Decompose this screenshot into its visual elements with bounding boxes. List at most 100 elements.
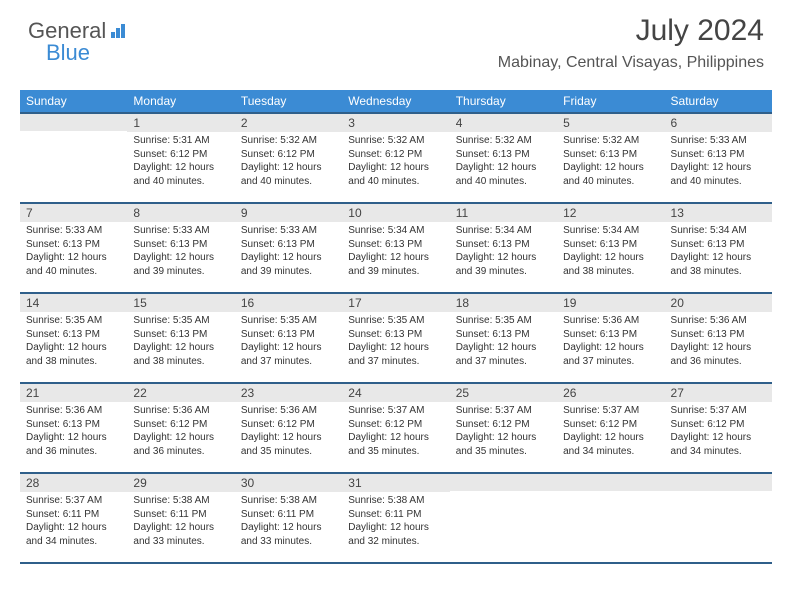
day-details: Sunrise: 5:32 AMSunset: 6:13 PMDaylight:… (450, 132, 557, 192)
day-number: 3 (342, 114, 449, 132)
day-number: 18 (450, 294, 557, 312)
sunrise-text: Sunrise: 5:34 AM (348, 224, 443, 238)
daylight-text: Daylight: 12 hours and 36 minutes. (26, 431, 121, 458)
sunrise-text: Sunrise: 5:35 AM (133, 314, 228, 328)
day-details: Sunrise: 5:34 AMSunset: 6:13 PMDaylight:… (342, 222, 449, 282)
sunset-text: Sunset: 6:13 PM (671, 148, 766, 162)
calendar-week-row: 1Sunrise: 5:31 AMSunset: 6:12 PMDaylight… (20, 113, 772, 203)
daylight-text: Daylight: 12 hours and 40 minutes. (241, 161, 336, 188)
sunset-text: Sunset: 6:12 PM (563, 418, 658, 432)
location-subtitle: Mabinay, Central Visayas, Philippines (498, 54, 764, 72)
sunset-text: Sunset: 6:11 PM (133, 508, 228, 522)
sunset-text: Sunset: 6:13 PM (26, 238, 121, 252)
sunrise-text: Sunrise: 5:32 AM (241, 134, 336, 148)
sunset-text: Sunset: 6:11 PM (241, 508, 336, 522)
daylight-text: Daylight: 12 hours and 35 minutes. (348, 431, 443, 458)
sunrise-text: Sunrise: 5:38 AM (133, 494, 228, 508)
daylight-text: Daylight: 12 hours and 39 minutes. (456, 251, 551, 278)
daylight-text: Daylight: 12 hours and 34 minutes. (26, 521, 121, 548)
day-details: Sunrise: 5:37 AMSunset: 6:11 PMDaylight:… (20, 492, 127, 552)
sunset-text: Sunset: 6:13 PM (241, 328, 336, 342)
sunrise-text: Sunrise: 5:32 AM (348, 134, 443, 148)
daylight-text: Daylight: 12 hours and 34 minutes. (563, 431, 658, 458)
sunset-text: Sunset: 6:13 PM (671, 238, 766, 252)
day-details: Sunrise: 5:34 AMSunset: 6:13 PMDaylight:… (450, 222, 557, 282)
daylight-text: Daylight: 12 hours and 33 minutes. (241, 521, 336, 548)
calendar-day-cell (20, 113, 127, 203)
day-details: Sunrise: 5:38 AMSunset: 6:11 PMDaylight:… (235, 492, 342, 552)
sunset-text: Sunset: 6:13 PM (348, 328, 443, 342)
daylight-text: Daylight: 12 hours and 40 minutes. (26, 251, 121, 278)
day-number: 24 (342, 384, 449, 402)
calendar-day-cell: 18Sunrise: 5:35 AMSunset: 6:13 PMDayligh… (450, 293, 557, 383)
calendar-day-cell: 19Sunrise: 5:36 AMSunset: 6:13 PMDayligh… (557, 293, 664, 383)
day-details: Sunrise: 5:35 AMSunset: 6:13 PMDaylight:… (20, 312, 127, 372)
sunrise-text: Sunrise: 5:34 AM (671, 224, 766, 238)
calendar-day-cell: 13Sunrise: 5:34 AMSunset: 6:13 PMDayligh… (665, 203, 772, 293)
daylight-text: Daylight: 12 hours and 38 minutes. (26, 341, 121, 368)
daylight-text: Daylight: 12 hours and 39 minutes. (348, 251, 443, 278)
day-details (450, 491, 557, 551)
calendar-day-cell: 5Sunrise: 5:32 AMSunset: 6:13 PMDaylight… (557, 113, 664, 203)
day-details: Sunrise: 5:36 AMSunset: 6:13 PMDaylight:… (665, 312, 772, 372)
day-details: Sunrise: 5:33 AMSunset: 6:13 PMDaylight:… (20, 222, 127, 282)
daylight-text: Daylight: 12 hours and 37 minutes. (241, 341, 336, 368)
calendar-day-cell (557, 473, 664, 563)
sunrise-text: Sunrise: 5:36 AM (133, 404, 228, 418)
day-number: 22 (127, 384, 234, 402)
calendar-day-cell: 22Sunrise: 5:36 AMSunset: 6:12 PMDayligh… (127, 383, 234, 473)
day-header: Friday (557, 90, 664, 113)
calendar-week-row: 21Sunrise: 5:36 AMSunset: 6:13 PMDayligh… (20, 383, 772, 473)
day-header: Tuesday (235, 90, 342, 113)
day-details: Sunrise: 5:36 AMSunset: 6:12 PMDaylight:… (127, 402, 234, 462)
calendar-day-cell: 24Sunrise: 5:37 AMSunset: 6:12 PMDayligh… (342, 383, 449, 473)
daylight-text: Daylight: 12 hours and 36 minutes. (133, 431, 228, 458)
sunrise-text: Sunrise: 5:37 AM (456, 404, 551, 418)
day-number: 27 (665, 384, 772, 402)
sunrise-text: Sunrise: 5:36 AM (26, 404, 121, 418)
sunrise-text: Sunrise: 5:36 AM (241, 404, 336, 418)
day-number: 15 (127, 294, 234, 312)
day-number: 25 (450, 384, 557, 402)
day-number: 1 (127, 114, 234, 132)
day-number: 19 (557, 294, 664, 312)
sunrise-text: Sunrise: 5:34 AM (456, 224, 551, 238)
day-details (665, 491, 772, 551)
day-details: Sunrise: 5:35 AMSunset: 6:13 PMDaylight:… (342, 312, 449, 372)
sunset-text: Sunset: 6:12 PM (348, 148, 443, 162)
calendar-day-cell: 20Sunrise: 5:36 AMSunset: 6:13 PMDayligh… (665, 293, 772, 383)
sunrise-text: Sunrise: 5:35 AM (348, 314, 443, 328)
calendar-day-cell: 30Sunrise: 5:38 AMSunset: 6:11 PMDayligh… (235, 473, 342, 563)
daylight-text: Daylight: 12 hours and 35 minutes. (456, 431, 551, 458)
day-details: Sunrise: 5:33 AMSunset: 6:13 PMDaylight:… (235, 222, 342, 282)
sunset-text: Sunset: 6:12 PM (133, 148, 228, 162)
sunset-text: Sunset: 6:13 PM (26, 328, 121, 342)
day-details: Sunrise: 5:37 AMSunset: 6:12 PMDaylight:… (557, 402, 664, 462)
day-number (20, 114, 127, 131)
sunset-text: Sunset: 6:13 PM (456, 328, 551, 342)
daylight-text: Daylight: 12 hours and 40 minutes. (133, 161, 228, 188)
day-number: 7 (20, 204, 127, 222)
sunset-text: Sunset: 6:11 PM (348, 508, 443, 522)
day-header: Thursday (450, 90, 557, 113)
calendar-day-cell (665, 473, 772, 563)
daylight-text: Daylight: 12 hours and 39 minutes. (133, 251, 228, 278)
day-header: Sunday (20, 90, 127, 113)
sunset-text: Sunset: 6:12 PM (241, 418, 336, 432)
sunrise-text: Sunrise: 5:35 AM (241, 314, 336, 328)
sunrise-text: Sunrise: 5:33 AM (26, 224, 121, 238)
calendar-day-cell: 4Sunrise: 5:32 AMSunset: 6:13 PMDaylight… (450, 113, 557, 203)
sunrise-text: Sunrise: 5:36 AM (671, 314, 766, 328)
sunrise-text: Sunrise: 5:32 AM (563, 134, 658, 148)
day-number: 6 (665, 114, 772, 132)
calendar-week-row: 14Sunrise: 5:35 AMSunset: 6:13 PMDayligh… (20, 293, 772, 383)
day-details: Sunrise: 5:35 AMSunset: 6:13 PMDaylight:… (127, 312, 234, 372)
day-details: Sunrise: 5:37 AMSunset: 6:12 PMDaylight:… (665, 402, 772, 462)
day-details: Sunrise: 5:37 AMSunset: 6:12 PMDaylight:… (342, 402, 449, 462)
sunrise-text: Sunrise: 5:38 AM (241, 494, 336, 508)
sunset-text: Sunset: 6:12 PM (133, 418, 228, 432)
calendar-day-cell: 28Sunrise: 5:37 AMSunset: 6:11 PMDayligh… (20, 473, 127, 563)
sunset-text: Sunset: 6:13 PM (348, 238, 443, 252)
day-number: 8 (127, 204, 234, 222)
calendar-week-row: 7Sunrise: 5:33 AMSunset: 6:13 PMDaylight… (20, 203, 772, 293)
